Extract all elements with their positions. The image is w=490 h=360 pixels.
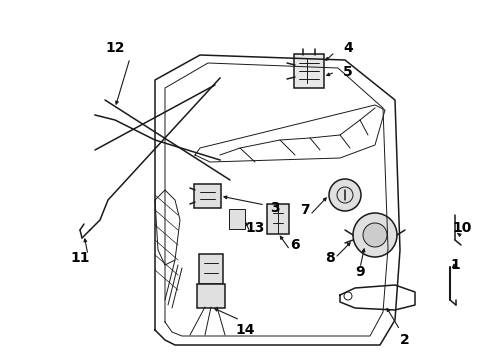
Text: 6: 6 <box>290 238 300 252</box>
Text: 1: 1 <box>450 258 460 272</box>
FancyBboxPatch shape <box>229 209 245 229</box>
FancyBboxPatch shape <box>199 254 223 284</box>
Text: 10: 10 <box>452 221 472 235</box>
Circle shape <box>363 223 387 247</box>
FancyBboxPatch shape <box>267 204 289 234</box>
FancyBboxPatch shape <box>194 184 221 208</box>
Text: 4: 4 <box>343 41 353 55</box>
Text: 14: 14 <box>235 323 255 337</box>
Text: 13: 13 <box>245 221 265 235</box>
Text: 8: 8 <box>325 251 335 265</box>
Text: 9: 9 <box>355 265 365 279</box>
FancyBboxPatch shape <box>294 54 324 88</box>
Text: 2: 2 <box>400 333 410 347</box>
FancyBboxPatch shape <box>197 284 225 308</box>
Text: 3: 3 <box>270 201 280 215</box>
Text: 5: 5 <box>343 65 353 79</box>
Circle shape <box>329 179 361 211</box>
Text: 7: 7 <box>300 203 310 217</box>
Text: 12: 12 <box>105 41 125 55</box>
Text: 11: 11 <box>70 251 90 265</box>
Circle shape <box>353 213 397 257</box>
